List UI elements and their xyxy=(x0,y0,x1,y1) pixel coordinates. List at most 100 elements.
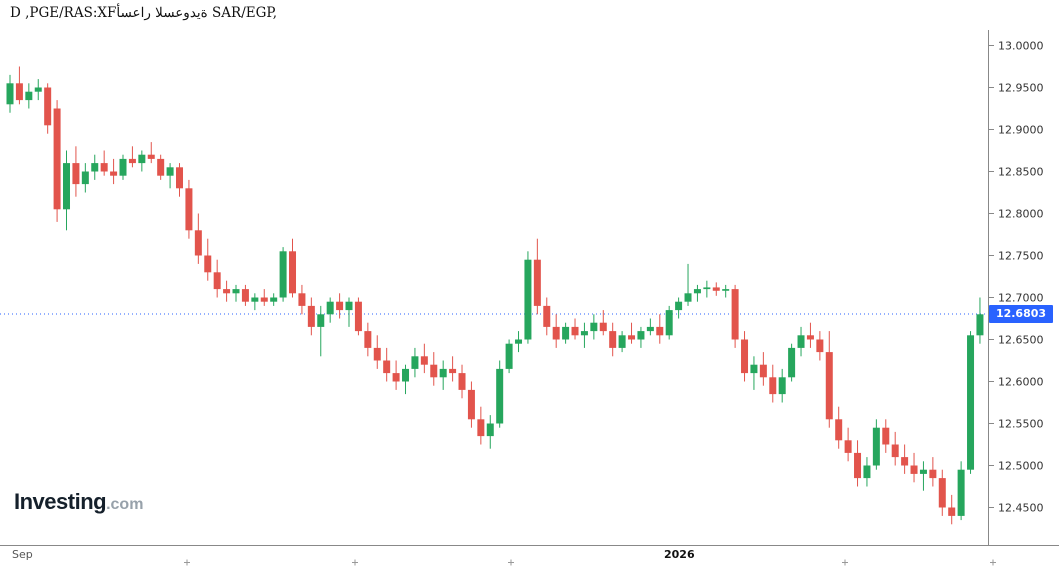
candlestick xyxy=(34,79,42,101)
candlestick xyxy=(326,297,334,323)
candle-body xyxy=(646,326,654,332)
candle-body xyxy=(872,427,880,466)
candlestick xyxy=(223,280,231,302)
candlestick xyxy=(477,406,485,445)
candle-body xyxy=(345,301,353,311)
candlestick xyxy=(383,347,391,382)
candle-body xyxy=(910,465,918,474)
candlestick xyxy=(580,322,588,348)
price-axis-label: 12.7500 xyxy=(998,250,1044,263)
candlestick xyxy=(496,360,504,428)
candle-body xyxy=(929,469,937,479)
investing-logo[interactable]: Investing.com xyxy=(14,489,143,515)
candle-body xyxy=(505,343,513,369)
candle-body xyxy=(63,163,71,210)
candle-body xyxy=(185,188,193,231)
candlestick xyxy=(543,297,551,336)
candle-body xyxy=(967,335,975,470)
candle-body xyxy=(844,440,852,453)
candlestick xyxy=(486,415,494,449)
price-axis-label: 12.8500 xyxy=(998,166,1044,179)
candle-body xyxy=(797,335,805,348)
candle-body xyxy=(863,465,871,479)
candle-body xyxy=(317,314,325,327)
candlestick xyxy=(147,142,155,164)
candle-body xyxy=(938,478,946,508)
candle-body xyxy=(232,289,240,294)
candle-body xyxy=(571,326,579,336)
candlestick xyxy=(260,289,268,306)
candlestick xyxy=(25,83,33,109)
candlestick xyxy=(63,150,71,231)
price-axis-label: 12.6000 xyxy=(998,376,1044,389)
candlestick xyxy=(637,326,645,348)
candle-body xyxy=(515,339,523,344)
candle-body xyxy=(882,427,890,445)
candlestick xyxy=(778,368,786,403)
candlestick xyxy=(232,284,240,302)
candlestick xyxy=(81,163,89,193)
candle-body xyxy=(439,368,447,378)
candle-body xyxy=(449,368,457,374)
candle-body xyxy=(241,289,249,302)
candle-body xyxy=(430,364,438,378)
candle-body xyxy=(15,83,23,101)
time-axis-tick xyxy=(352,559,358,566)
candlestick xyxy=(665,305,673,340)
candlestick xyxy=(741,331,749,382)
candlestick xyxy=(976,297,984,344)
candle-body xyxy=(34,87,42,92)
price-axis-label: 12.5500 xyxy=(998,418,1044,431)
candlestick xyxy=(590,314,598,340)
candle-body xyxy=(402,368,410,382)
candlestick xyxy=(176,163,184,197)
candlestick xyxy=(279,247,287,302)
candle-body xyxy=(976,314,984,336)
candle-body xyxy=(420,356,428,365)
candle-body xyxy=(665,310,673,336)
candlestick xyxy=(420,343,428,374)
price-axis-label: 12.9000 xyxy=(998,124,1044,137)
candlestick xyxy=(882,419,890,453)
candle-body xyxy=(91,163,99,172)
last-price-value: 12.6803 xyxy=(995,307,1047,321)
candlestick xyxy=(251,293,259,311)
candlestick xyxy=(769,364,777,403)
candlestick xyxy=(119,154,127,180)
candlestick xyxy=(402,364,410,395)
candle-body xyxy=(675,301,683,311)
candlestick xyxy=(816,331,824,361)
candle-body xyxy=(580,331,588,336)
candlestick xyxy=(72,146,80,197)
candle-body xyxy=(100,163,108,172)
candle-body xyxy=(788,347,796,378)
candle-body xyxy=(110,171,118,176)
candlestick xyxy=(458,364,466,399)
candle-body xyxy=(543,305,551,327)
candlestick xyxy=(166,163,174,189)
candle-body xyxy=(835,419,843,441)
candle-body xyxy=(562,326,570,340)
candlestick xyxy=(967,331,975,474)
time-axis-tick xyxy=(508,559,514,566)
candlestick xyxy=(411,347,419,378)
candlestick xyxy=(910,452,918,483)
candle-body xyxy=(458,373,466,390)
investing-logo-brand: Investing xyxy=(14,489,107,514)
candlestick xyxy=(213,259,221,298)
candlestick xyxy=(693,284,701,302)
candlestick xyxy=(128,146,136,168)
candlestick xyxy=(646,318,654,336)
candle-body xyxy=(279,251,287,298)
candlestick xyxy=(138,150,146,172)
candlestick xyxy=(505,339,513,374)
candle-body xyxy=(628,335,636,340)
candle-body xyxy=(741,339,749,374)
candle-body xyxy=(901,457,909,466)
candlestick xyxy=(185,179,193,239)
investing-logo-suffix: .com xyxy=(106,496,144,513)
candle-body xyxy=(119,158,127,176)
candlestick xyxy=(204,238,212,281)
